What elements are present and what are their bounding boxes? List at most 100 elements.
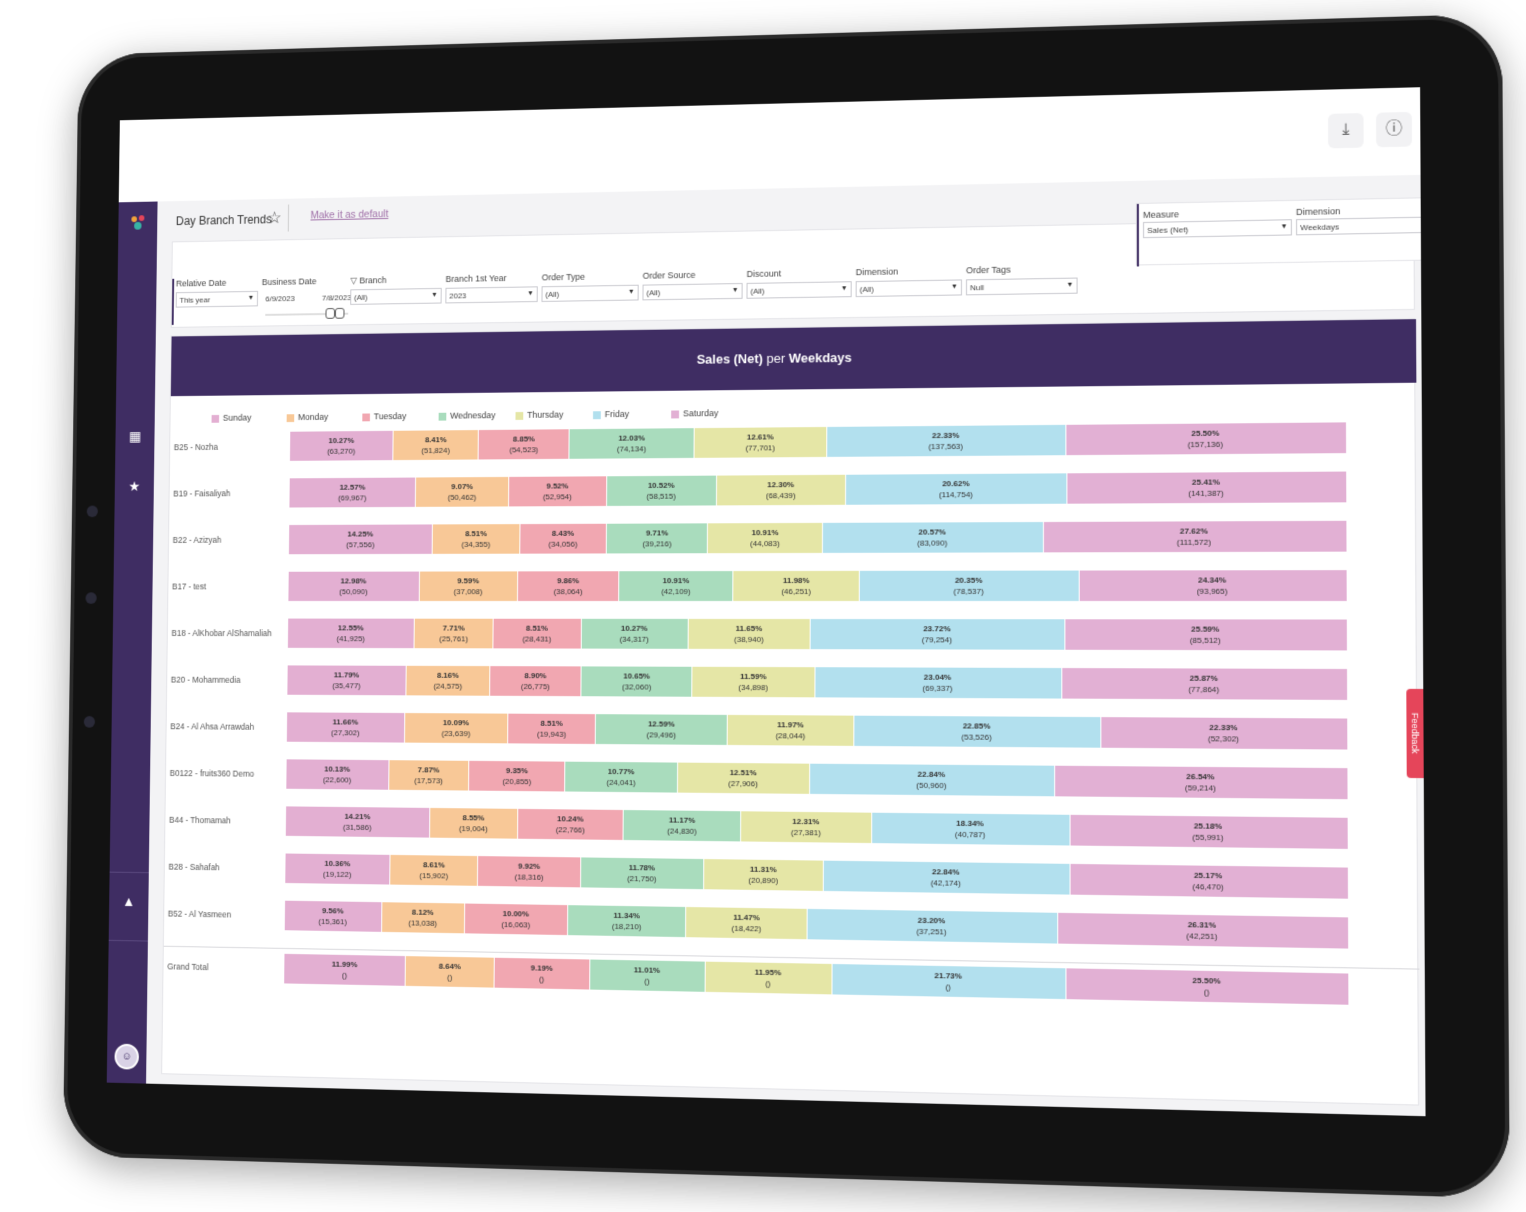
bar-segment-tuesday[interactable]: 8.85% (54,523) (479, 429, 570, 459)
favorites-star-icon[interactable]: ★ (127, 478, 142, 494)
bar-segment-wednesday[interactable]: 10.65% (32,060) (582, 666, 693, 696)
bar-segment-tuesday[interactable]: 10.24% (22,766) (518, 809, 624, 840)
bar-segment-tuesday[interactable]: 8.51% (28,431) (494, 619, 582, 649)
download-icon[interactable]: ⤓ (1328, 113, 1364, 148)
legend-item-monday[interactable]: Monday (287, 412, 329, 422)
bar-segment-saturday[interactable]: 25.17% (46,470) (1070, 864, 1349, 899)
dimension-filter-select[interactable]: (All) ▼ (856, 279, 962, 297)
date-from[interactable]: 6/9/2023 (265, 294, 294, 303)
bar-segment-thursday[interactable]: 11.65% (38,940) (688, 619, 811, 649)
legend-item-friday[interactable]: Friday (593, 409, 629, 419)
legend-item-thursday[interactable]: Thursday (515, 410, 563, 420)
bar-segment-monday[interactable]: 9.59% (37,008) (420, 571, 518, 601)
legend-item-wednesday[interactable]: Wednesday (439, 410, 496, 420)
bar-segment-sunday[interactable]: 10.36% (19,122) (285, 854, 390, 885)
dimension-select[interactable]: Weekdays▼ (1296, 216, 1426, 235)
bar-segment-wednesday[interactable]: 10.91% (42,109) (619, 571, 733, 601)
bar-segment-monday[interactable]: 8.12% (13,038) (382, 902, 465, 933)
bar-segment-friday[interactable]: 18.34% (40,787) (872, 813, 1070, 846)
bar-segment-tuesday[interactable]: 9.86% (38,064) (518, 571, 620, 601)
bar-segment-monday[interactable]: 8.41% (51,824) (393, 430, 479, 460)
bar-segment-saturday[interactable]: 25.87% (77,864) (1063, 668, 1349, 700)
bar-segment-tuesday[interactable]: 9.52% (52,954) (509, 476, 607, 506)
bar-segment-thursday[interactable]: 12.31% (27,381) (741, 811, 872, 843)
bar-segment-thursday[interactable]: 12.61% (77,701) (695, 427, 828, 458)
bar-segment-sunday[interactable]: 12.98% (50,090) (288, 572, 419, 601)
bar-segment-wednesday[interactable]: 10.77% (24,041) (566, 762, 678, 793)
bar-segment-saturday[interactable]: 22.33% (52,302) (1101, 717, 1348, 749)
bar-segment-thursday[interactable]: 11.98% (46,251) (733, 571, 860, 601)
bar-segment-friday[interactable]: 23.04% (69,337) (815, 667, 1063, 698)
bar-segment-sunday[interactable]: 12.57% (69,967) (289, 478, 416, 508)
bar-segment-sunday[interactable]: 14.21% (31,586) (286, 806, 430, 837)
bar-segment-saturday[interactable]: 25.59% (85,512) (1066, 619, 1348, 650)
bar-segment-wednesday[interactable]: 11.17% (24,830) (624, 810, 741, 841)
bar-segment-tuesday[interactable]: 8.90% (26,775) (490, 666, 582, 696)
branch-first-year-select[interactable]: 2023 ▼ (445, 286, 537, 303)
range-handle-left[interactable] (325, 308, 335, 319)
bar-segment-thursday[interactable]: 11.95%() (705, 962, 832, 995)
bar-segment-sunday[interactable]: 11.66% (27,302) (287, 712, 405, 742)
discount-select[interactable]: (All) ▼ (747, 281, 852, 299)
bar-segment-friday[interactable]: 20.35% (78,537) (860, 571, 1079, 601)
bar-segment-wednesday[interactable]: 9.71% (39,216) (607, 523, 708, 553)
dashboard-icon[interactable]: ▦ (127, 428, 142, 444)
bar-segment-sunday[interactable]: 11.99%() (284, 954, 406, 986)
app-logo-icon[interactable] (128, 213, 147, 233)
notification-bell-icon[interactable]: ▲ (121, 893, 136, 909)
bar-segment-friday[interactable]: 23.72% (79,254) (811, 619, 1066, 650)
make-default-link[interactable]: Make it as default (310, 208, 388, 221)
bar-segment-monday[interactable]: 7.87% (17,573) (389, 760, 470, 790)
bar-segment-friday[interactable]: 20.57% (83,090) (823, 522, 1043, 553)
feedback-tab[interactable]: Feedback (1406, 689, 1423, 778)
bar-segment-wednesday[interactable]: 11.78% (21,750) (581, 857, 704, 889)
bar-segment-thursday[interactable]: 12.30% (68,439) (717, 475, 847, 506)
bar-segment-friday[interactable]: 22.85% (53,526) (854, 716, 1101, 748)
bar-segment-tuesday[interactable]: 8.51% (19,943) (508, 714, 596, 744)
bar-segment-thursday[interactable]: 11.47% (18,422) (686, 907, 807, 939)
bar-segment-sunday[interactable]: 9.56% (15,361) (285, 901, 382, 932)
bar-segment-saturday[interactable]: 26.31% (42,251) (1058, 913, 1349, 949)
bar-segment-tuesday[interactable]: 9.35% (20,855) (469, 761, 566, 792)
bar-segment-tuesday[interactable]: 10.00% (16,063) (465, 904, 568, 936)
bar-segment-wednesday[interactable]: 11.34% (18,210) (568, 905, 687, 937)
bar-segment-saturday[interactable]: 25.50% (157,136) (1067, 422, 1348, 455)
bar-segment-wednesday[interactable]: 10.52% (58,515) (607, 476, 717, 506)
bar-segment-saturday[interactable]: 24.34% (93,965) (1079, 570, 1348, 601)
bar-segment-saturday[interactable]: 25.18% (55,991) (1070, 815, 1349, 849)
bar-segment-friday[interactable]: 23.20% (37,251) (808, 909, 1058, 944)
bar-segment-tuesday[interactable]: 8.43% (34,056) (520, 524, 607, 554)
bar-segment-saturday[interactable]: 27.62% (111,572) (1044, 521, 1348, 553)
bar-segment-sunday[interactable]: 11.79% (35,477) (287, 665, 406, 695)
bar-segment-monday[interactable]: 7.71% (25,761) (415, 619, 494, 649)
bar-segment-sunday[interactable]: 14.25% (57,556) (289, 524, 433, 554)
range-handle-right[interactable] (335, 308, 345, 319)
bar-segment-monday[interactable]: 9.07% (50,462) (416, 477, 509, 507)
bar-segment-sunday[interactable]: 12.55% (41,925) (288, 619, 415, 649)
bar-segment-friday[interactable]: 22.84% (42,174) (824, 861, 1070, 895)
bar-segment-monday[interactable]: 8.64%() (406, 956, 495, 988)
branch-select[interactable]: (All) ▼ (350, 288, 441, 305)
bar-segment-monday[interactable]: 8.16% (24,575) (407, 666, 491, 696)
bar-segment-friday[interactable]: 21.73%() (832, 964, 1067, 999)
bar-segment-wednesday[interactable]: 11.01%() (590, 960, 706, 992)
bar-segment-saturday[interactable]: 26.54% (59,214) (1055, 766, 1348, 799)
bar-segment-thursday[interactable]: 10.91% (44,083) (708, 523, 823, 553)
bar-segment-thursday[interactable]: 11.31% (20,890) (704, 859, 824, 891)
bar-segment-wednesday[interactable]: 10.27% (34,317) (581, 619, 688, 649)
bar-segment-monday[interactable]: 8.55% (19,004) (430, 808, 518, 839)
bar-segment-saturday[interactable]: 25.50%() (1067, 968, 1350, 1004)
legend-item-sunday[interactable]: Sunday (212, 413, 252, 423)
bar-segment-friday[interactable]: 20.62% (114,754) (846, 473, 1067, 504)
order-type-select[interactable]: (All) ▼ (541, 285, 638, 302)
bar-segment-friday[interactable]: 22.84% (50,960) (810, 764, 1056, 797)
bar-segment-tuesday[interactable]: 9.92% (18,316) (478, 856, 581, 887)
bar-segment-monday[interactable]: 10.09% (23,639) (405, 713, 508, 743)
bar-segment-sunday[interactable]: 10.27% (63,270) (290, 431, 394, 461)
legend-item-tuesday[interactable]: Tuesday (362, 411, 406, 421)
user-avatar[interactable]: ☺ (114, 1044, 139, 1070)
bar-segment-monday[interactable]: 8.61% (15,902) (390, 855, 478, 886)
relative-date-select[interactable]: This year ▼ (176, 291, 258, 308)
order-tags-select[interactable]: Null ▼ (966, 278, 1078, 296)
legend-item-saturday[interactable]: Saturday (671, 408, 718, 418)
